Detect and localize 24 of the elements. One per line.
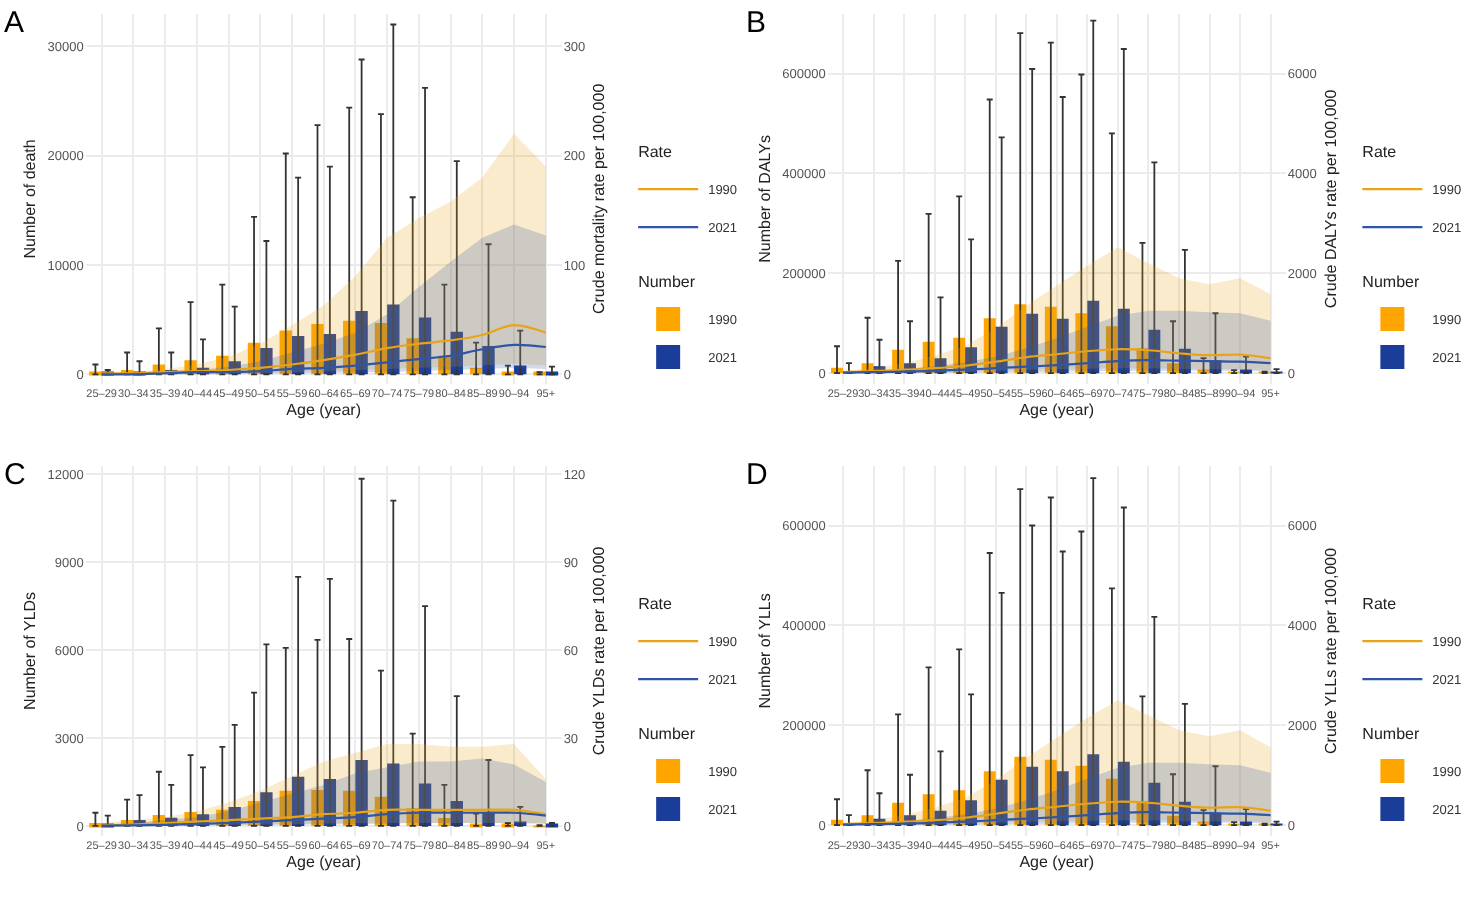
x-axis-title: Age (year) [1019, 853, 1095, 872]
text: Rate [1362, 595, 1397, 614]
y2-axis-title: Crude YLDs rate per 100,000 [590, 545, 609, 756]
x-axis-title: Age (year) [286, 401, 362, 420]
y-axis-title: Number of YLLs [755, 593, 774, 709]
x-axis-title: Age (year) [286, 853, 362, 872]
chart-title: A [4, 6, 25, 40]
y2-axis-title: Crude mortality rate per 100,000 [590, 82, 609, 315]
text: Rate [638, 143, 672, 162]
y2-axis-title: Crude YLLs rate per 100,000 [1321, 546, 1340, 754]
text: Rate [1362, 143, 1397, 162]
text: Number [1362, 273, 1420, 292]
text: Rate [638, 595, 672, 614]
y-axis-title: Number of DALYs [755, 135, 774, 263]
chart-title: B [746, 6, 767, 40]
y-axis-title: Number of YLDs [20, 591, 39, 710]
y-axis-title: Number of death [20, 139, 39, 259]
y2-axis-title: Crude DALYs rate per 100,000 [1321, 88, 1340, 309]
chart-title: C [4, 458, 26, 492]
text: Number [1362, 725, 1420, 744]
chart-title: D [746, 458, 768, 492]
x-axis-title: Age (year) [1019, 401, 1095, 420]
text: Number [638, 725, 696, 744]
text: Number [638, 273, 696, 292]
